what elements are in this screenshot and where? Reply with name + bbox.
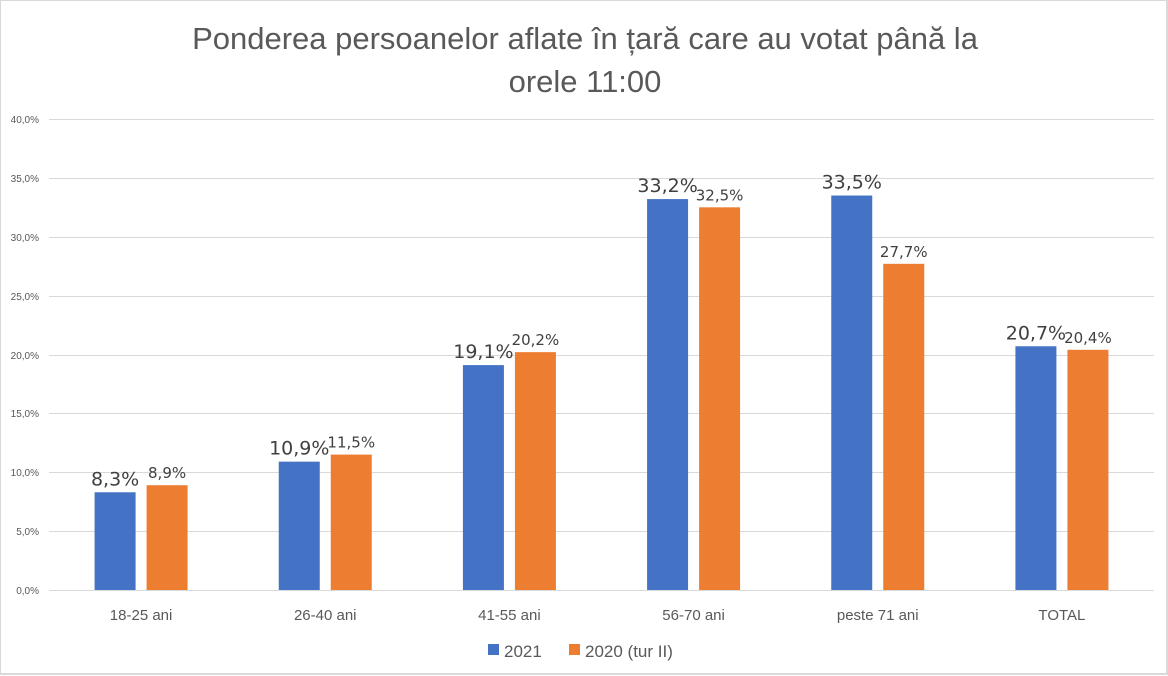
bar-blue-3 xyxy=(647,199,689,590)
x-axis-ticks: 18-25 ani 26-40 ani 41-55 ani 56-70 ani pest… xyxy=(110,607,1086,624)
y-tick-label: 25,0% xyxy=(11,292,39,303)
legend-swatch-0 xyxy=(488,644,499,655)
data-label: 8,3% xyxy=(91,468,139,490)
chart-title-line-2: orele 11:00 xyxy=(509,64,662,99)
x-tick-label: peste 71 ani xyxy=(837,607,919,624)
data-label: 27,7% xyxy=(880,243,928,261)
y-tick-label: 15,0% xyxy=(11,409,39,420)
bar-orange-0 xyxy=(146,485,188,590)
data-label: 11,5% xyxy=(327,434,375,452)
y-tick-label: 40,0% xyxy=(11,115,39,126)
bar-blue-4 xyxy=(831,195,873,590)
chart-title-line-1: Ponderea persoanelor aflate în țară care… xyxy=(192,21,979,56)
data-label: 10,9% xyxy=(269,438,329,460)
bars xyxy=(94,195,1109,590)
bar-orange-2 xyxy=(514,352,556,590)
bar-blue-1 xyxy=(278,461,320,590)
legend-label-0: 2021 xyxy=(504,642,542,661)
bar-blue-5 xyxy=(1015,346,1057,590)
legend: 2021 2020 (tur II) xyxy=(488,642,673,661)
x-tick-label: 56-70 ani xyxy=(662,607,725,624)
bar-orange-5 xyxy=(1067,349,1109,590)
chart-title: Ponderea persoanelor aflate în țară care… xyxy=(192,21,979,99)
gridlines xyxy=(49,119,1154,591)
y-tick-label: 0,0% xyxy=(16,586,39,597)
bar-orange-4 xyxy=(883,263,925,590)
legend-label-1: 2020 (tur II) xyxy=(585,642,673,661)
y-tick-label: 10,0% xyxy=(11,468,39,479)
data-label: 8,9% xyxy=(148,464,186,482)
y-tick-label: 5,0% xyxy=(16,527,39,538)
y-tick-label: 20,0% xyxy=(11,351,39,362)
x-tick-label: TOTAL xyxy=(1038,607,1085,624)
data-label: 32,5% xyxy=(696,186,744,204)
data-label: 20,7% xyxy=(1006,322,1066,344)
data-label: 19,1% xyxy=(453,341,513,363)
data-label: 20,2% xyxy=(512,331,560,349)
data-label: 33,2% xyxy=(637,175,697,197)
bar-orange-1 xyxy=(330,454,372,590)
data-label: 20,4% xyxy=(1064,329,1112,347)
data-label: 33,5% xyxy=(822,172,882,194)
data-labels: 8,3% 8,9% 10,9%11,5% 19,1%20,2% 33,2%32,5% 33… xyxy=(91,172,1112,491)
y-axis-ticks: 0,0% 5,0% 10,0% 15,0% 20,0% 25,0% 30,0% 35,0% 40… xyxy=(11,115,39,597)
y-tick-label: 35,0% xyxy=(11,174,39,185)
bar-blue-2 xyxy=(462,365,504,590)
x-tick-label: 41-55 ani xyxy=(478,607,541,624)
x-tick-label: 26-40 ani xyxy=(294,607,357,624)
x-tick-label: 18-25 ani xyxy=(110,607,173,624)
y-tick-label: 30,0% xyxy=(11,233,39,244)
legend-swatch-1 xyxy=(569,644,580,655)
bar-blue-0 xyxy=(94,492,136,590)
bar-orange-3 xyxy=(699,207,741,590)
